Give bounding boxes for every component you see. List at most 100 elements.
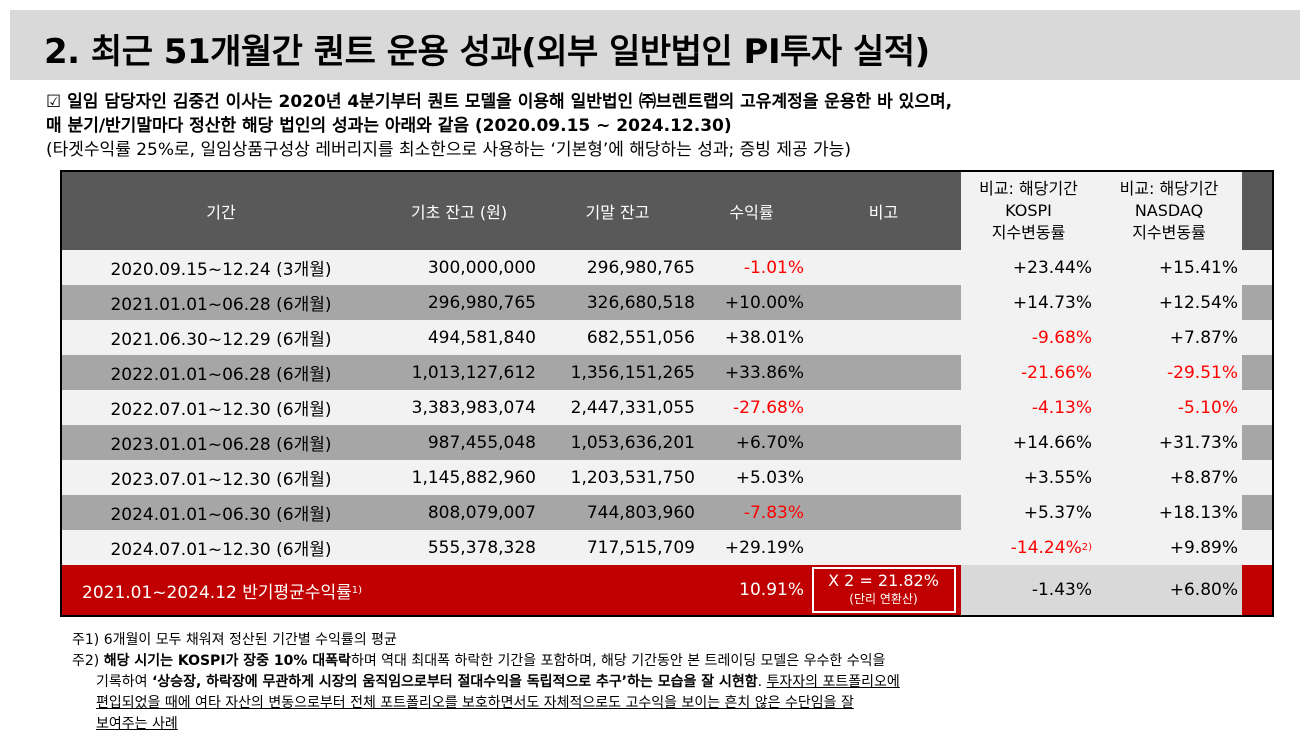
cell-ret-value: -7.83% [743,502,804,523]
footnote-2: 주2) 해당 시기는 KOSPI가 장중 10% 대폭락하며 역대 최대폭 하락… [72,651,900,672]
cell-note [806,425,961,460]
cell-end: 717,515,709 [538,530,697,565]
header-period: 기간 [206,203,236,222]
cell-ret: +6.70% [697,425,806,460]
cell-period-value: 2024.07.01~12.30 (6개월) [110,540,332,560]
cell-ret: +29.19% [697,530,806,565]
cell-note [806,530,961,565]
header-kospi-line-2: KOSPI [1005,201,1052,220]
cell-nasdaq-value: +9.89% [1169,537,1238,558]
annualized-value: X 2 = 21.82% [828,571,939,590]
cell-end-value: 682,551,056 [586,327,695,348]
cell-kospi: +14.66% [961,425,1096,460]
footnote-2-text-1: 하며 역대 최대폭 하락한 기간을 포함하며, 해당 기간동안 본 트레이딩 모… [350,653,886,669]
summary-label-sup: 1) [351,584,362,596]
cell-note [806,320,961,355]
header-nasdaq: 비교: 해당기간 NASDAQ 지수변동률 [1096,172,1242,250]
cell-nasdaq: +15.41% [1096,250,1242,285]
cell-kospi-value: -21.66% [1021,362,1092,383]
cell-note [806,250,961,285]
cell-begin-value: 555,378,328 [427,537,536,558]
cell-kospi: -4.13% [961,390,1096,425]
cell-nasdaq-value: +7.87% [1169,327,1238,348]
footnote-2-text-2: 기록하여 [96,674,152,690]
summary-note-cell: X 2 = 21.82% (단리 연환산) [806,565,961,615]
footnotes: 주1) 6개월이 모두 채워져 정산된 기간별 수익률의 평균 주2) 해당 시… [72,630,900,735]
cell-kospi-value: +3.55% [1023,467,1092,488]
cell-note [806,460,961,495]
cell-nasdaq: -5.10% [1096,390,1242,425]
intro-text: ☑ 일임 담당자인 김중건 이사는 2020년 4분기부터 퀀트 모델을 이용해… [46,90,952,162]
cell-period: 2021.06.30~12.29 (6개월) [62,320,380,355]
table-row: 2021.01.01~06.28 (6개월) 296,980,765 326,680… [62,285,1272,320]
header-kospi-line-3: 지수변동률 [991,223,1066,242]
footnote-2-text-3: . [757,674,767,690]
header-nasdaq-line-1: 비교: 해당기간 [1119,179,1219,198]
cell-period-value: 2022.07.01~12.30 (6개월) [110,400,332,420]
table-row: 2023.07.01~12.30 (6개월) 1,145,882,960 1,203… [62,460,1272,495]
cell-kospi: +14.73% [961,285,1096,320]
cell-nasdaq-value: +12.54% [1158,292,1238,313]
page-title: 2. 최근 51개월간 퀀트 운용 성과(외부 일반법인 PI투자 실적) [44,32,930,72]
table-row: 2024.01.01~06.30 (6개월) 808,079,007 744,803… [62,495,1272,530]
cell-kospi-value: -4.13% [1031,397,1092,418]
cell-nasdaq: +12.54% [1096,285,1242,320]
summary-begin [380,565,538,615]
cell-end: 1,053,636,201 [538,425,697,460]
cell-end-value: 1,203,531,750 [570,467,695,488]
summary-label: 2021.01~2024.12 반기평균수익률 1) [62,565,380,615]
cell-nasdaq-value: +8.87% [1169,467,1238,488]
cell-note [806,355,961,390]
cell-period: 2023.07.01~12.30 (6개월) [62,460,380,495]
cell-begin: 555,378,328 [380,530,538,565]
header-kospi-line-1: 비교: 해당기간 [979,179,1078,198]
cell-kospi: -21.66% [961,355,1096,390]
title-bar: 2. 최근 51개월간 퀀트 운용 성과(외부 일반법인 PI투자 실적) [10,10,1300,80]
table-row: 2023.01.01~06.28 (6개월) 987,455,048 1,053,6… [62,425,1272,460]
cell-note [806,285,961,320]
cell-ret-value: +38.01% [724,327,804,348]
cell-note [806,495,961,530]
cell-begin: 300,000,000 [380,250,538,285]
cell-end-value: 744,803,960 [586,502,695,523]
cell-end-value: 1,356,151,265 [570,362,695,383]
cell-ret-value: -1.01% [743,257,804,278]
table-row: 2021.06.30~12.29 (6개월) 494,581,840 682,551… [62,320,1272,355]
cell-period: 2022.01.01~06.28 (6개월) [62,355,380,390]
footnote-2-underline-2: 편입되었을 때에 여타 자산의 변동으로부터 전체 포트폴리오를 보호하면서도 … [96,695,854,711]
cell-end: 1,356,151,265 [538,355,697,390]
footnote-1: 주1) 6개월이 모두 채워져 정산된 기간별 수익률의 평균 [72,632,397,648]
cell-begin: 296,980,765 [380,285,538,320]
cell-kospi: +5.37% [961,495,1096,530]
cell-ret-value: +33.86% [724,362,804,383]
summary-row: 2021.01~2024.12 반기평균수익률 1) 10.91% X 2 = 2… [62,565,1272,615]
cell-ret-value: +29.19% [724,537,804,558]
table-row: 2022.01.01~06.28 (6개월) 1,013,127,612 1,356… [62,355,1272,390]
cell-nasdaq-value: +15.41% [1158,257,1238,278]
cell-begin-value: 296,980,765 [427,292,536,313]
table-row: 2022.07.01~12.30 (6개월) 3,383,983,074 2,447… [62,390,1272,425]
cell-period-value: 2023.01.01~06.28 (6개월) [110,435,332,455]
cell-ret: -1.01% [697,250,806,285]
cell-end-value: 296,980,765 [586,257,695,278]
cell-begin-value: 808,079,007 [427,502,536,523]
intro-line-1: ☑ 일임 담당자인 김중건 이사는 2020년 4분기부터 퀀트 모델을 이용해… [46,92,953,112]
cell-period: 2021.01.01~06.28 (6개월) [62,285,380,320]
cell-begin: 1,013,127,612 [380,355,538,390]
cell-end: 682,551,056 [538,320,697,355]
cell-nasdaq-value: -29.51% [1167,362,1238,383]
cell-ret-value: +6.70% [735,432,804,453]
cell-kospi-value: +5.37% [1023,502,1092,523]
cell-period: 2023.01.01~06.28 (6개월) [62,425,380,460]
footnote-2-underline-3: 보여주는 사례 [96,716,178,732]
cell-end-value: 2,447,331,055 [570,397,695,418]
cell-kospi: -9.68% [961,320,1096,355]
summary-nasdaq: +6.80% [1096,565,1242,615]
summary-kospi: -1.43% [961,565,1096,615]
cell-nasdaq: -29.51% [1096,355,1242,390]
cell-ret: +10.00% [697,285,806,320]
cell-begin-value: 3,383,983,074 [411,397,536,418]
header-nasdaq-line-2: NASDAQ [1134,201,1204,220]
cell-kospi-value: +23.44% [1012,257,1092,278]
cell-end-value: 1,053,636,201 [570,432,695,453]
